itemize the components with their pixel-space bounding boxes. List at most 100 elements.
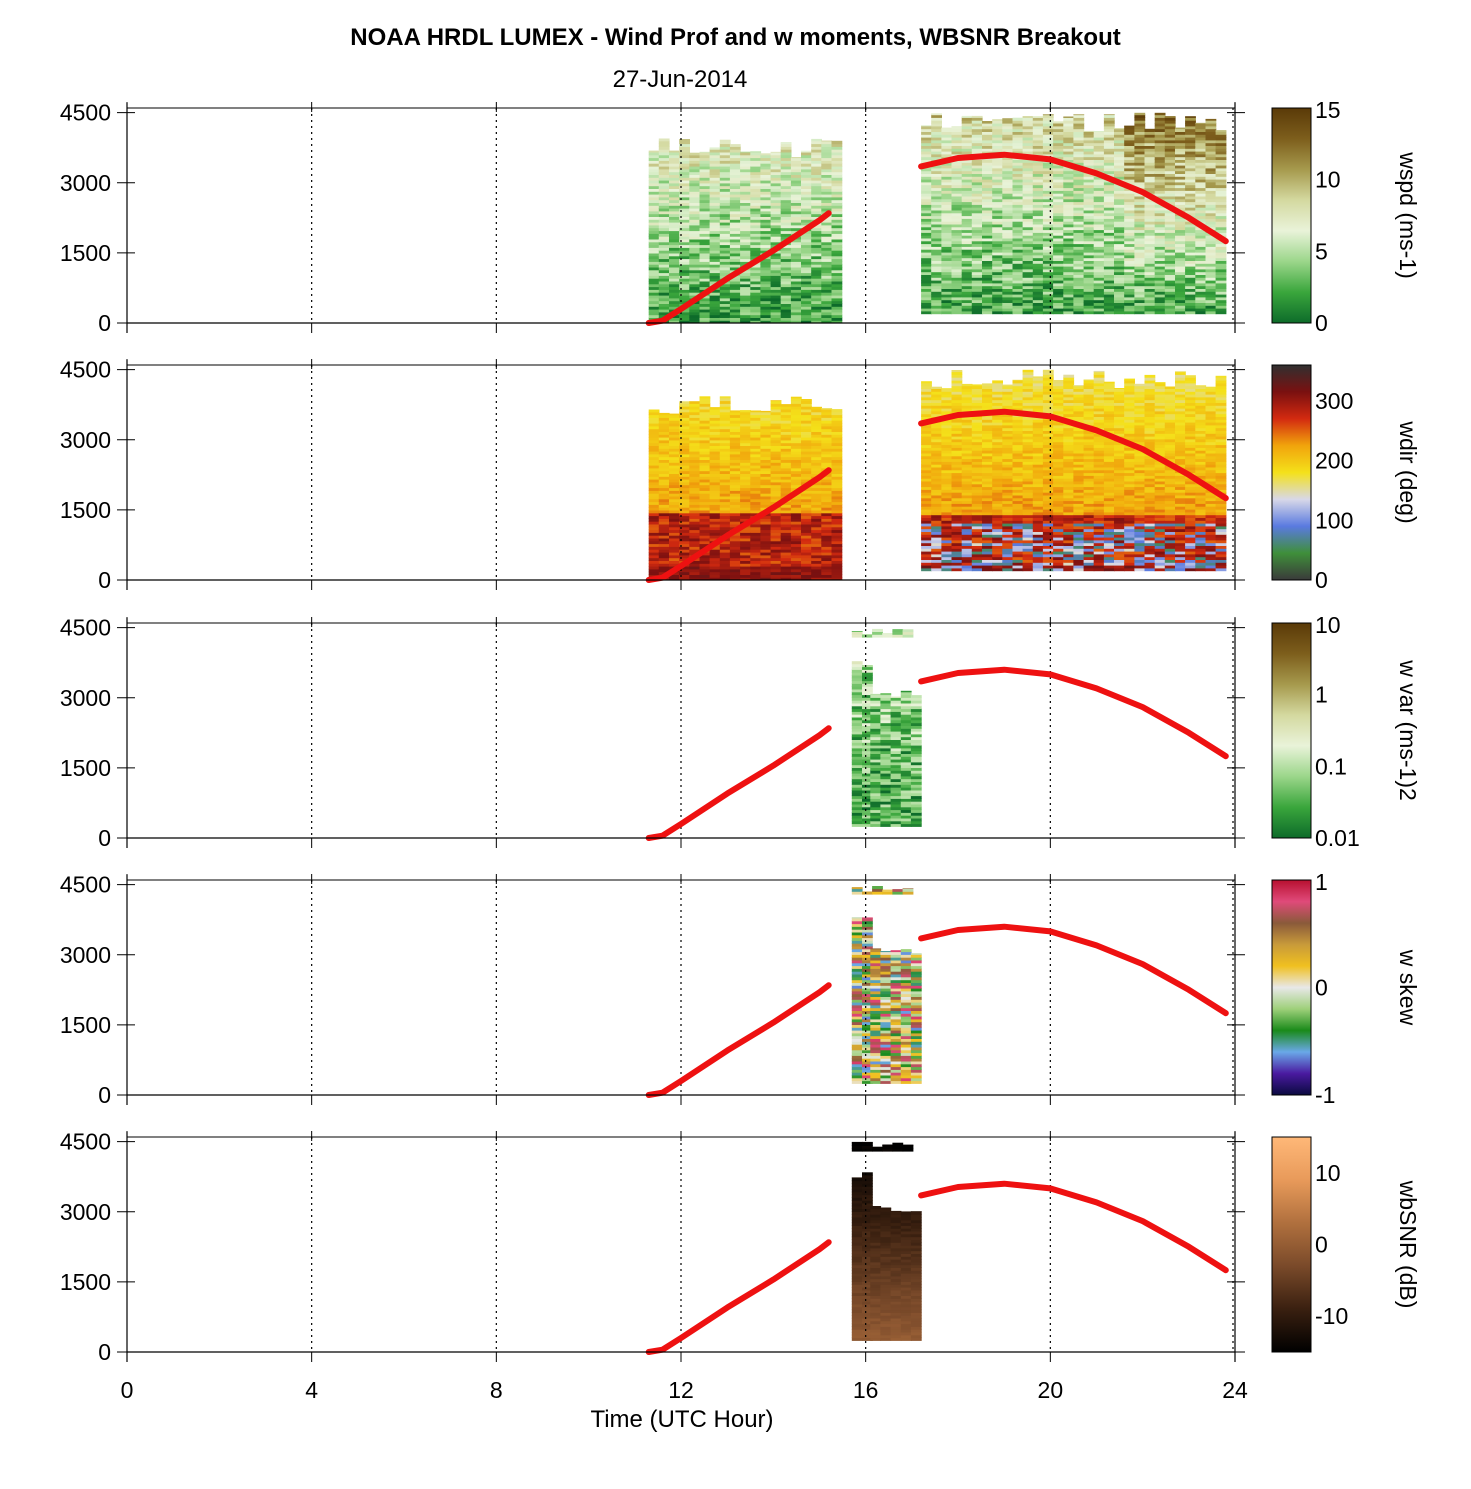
heatmap-cell — [669, 521, 680, 525]
heatmap-cell — [1154, 288, 1166, 292]
heatmap-cell — [709, 504, 721, 508]
heatmap-cell — [1134, 308, 1146, 312]
heatmap-cell — [831, 241, 843, 246]
heatmap-cell — [780, 481, 792, 486]
heatmap-cell — [770, 560, 782, 564]
heatmap-cell — [941, 176, 953, 180]
heatmap-cell — [790, 509, 802, 514]
heatmap-cell — [921, 553, 932, 558]
heatmap-cell — [931, 430, 942, 434]
heatmap-cell — [1154, 184, 1166, 189]
heatmap-cell — [1083, 148, 1095, 152]
heatmap-cell — [1114, 310, 1125, 315]
heatmap-cell — [658, 568, 670, 573]
heatmap-cell — [1053, 277, 1064, 281]
heatmap-cell — [1195, 237, 1207, 242]
heatmap-cell — [931, 523, 942, 527]
heatmap-cell — [961, 497, 973, 502]
heatmap-cell — [811, 417, 822, 421]
heatmap-cell — [750, 512, 762, 517]
heatmap-cell — [1144, 184, 1156, 189]
heatmap-cell — [719, 554, 731, 559]
heatmap-cell — [679, 523, 690, 528]
heatmap-cell — [699, 194, 711, 198]
heatmap-cell — [699, 577, 711, 580]
heatmap-cell — [658, 138, 670, 142]
heatmap-cell — [1134, 229, 1146, 233]
heatmap-cell — [951, 184, 963, 189]
heatmap-cell — [780, 309, 792, 313]
heatmap-cell — [699, 252, 711, 257]
heatmap-cell — [951, 131, 963, 135]
heatmap-cell — [699, 459, 711, 463]
heatmap-cell — [931, 252, 942, 256]
heatmap-cell — [699, 247, 711, 251]
heatmap-cell — [941, 559, 953, 563]
heatmap-cell — [941, 291, 953, 295]
heatmap-cell — [1154, 179, 1166, 183]
heatmap-cell — [1175, 218, 1186, 222]
heatmap-cell — [669, 150, 680, 153]
heatmap-cell — [1012, 285, 1024, 289]
heatmap-cell — [709, 526, 721, 531]
heatmap-cell — [658, 470, 670, 474]
heatmap-cell — [648, 537, 660, 542]
heatmap-cell — [679, 139, 690, 142]
heatmap-cell — [1103, 134, 1115, 138]
heatmap-cell — [941, 193, 953, 197]
heatmap-cell — [780, 227, 792, 232]
heatmap-cell — [1022, 123, 1034, 127]
heatmap-cell — [729, 434, 741, 438]
heatmap-cell — [1124, 142, 1135, 146]
heatmap-cell — [1073, 159, 1085, 163]
heatmap-cell — [1114, 243, 1125, 247]
heatmap-cell — [1032, 165, 1044, 169]
heatmap-cell — [801, 309, 812, 313]
heatmap-cell — [699, 425, 711, 430]
heatmap-cell — [740, 484, 751, 489]
heatmap-cell — [679, 552, 690, 556]
heatmap-cell — [699, 182, 711, 187]
heatmap-cell — [971, 405, 983, 409]
heatmap-cell — [811, 434, 822, 438]
heatmap-cell — [1215, 240, 1227, 245]
heatmap-cell — [961, 458, 973, 462]
heatmap-cell — [971, 209, 983, 214]
heatmap-cell — [1042, 260, 1054, 264]
heatmap-cell — [1185, 254, 1196, 259]
heatmap-cell — [811, 484, 822, 489]
heatmap-cell — [750, 233, 762, 237]
heatmap-cell — [921, 531, 932, 535]
heatmap-cell — [648, 437, 660, 441]
heatmap-cell — [709, 222, 721, 226]
heatmap-cell — [740, 180, 751, 184]
heatmap-cell — [821, 311, 833, 316]
heatmap-cell — [719, 509, 731, 514]
heatmap-cell — [811, 311, 822, 316]
heatmap-cell — [941, 447, 953, 451]
heatmap-cell — [760, 535, 772, 539]
heatmap-cell — [982, 565, 993, 569]
heatmap-cell — [971, 517, 983, 521]
heatmap-cell — [648, 459, 660, 463]
heatmap-cell — [770, 546, 782, 550]
heatmap-cell — [719, 493, 731, 497]
heatmap-cell — [1103, 137, 1115, 141]
heatmap-cell — [679, 151, 690, 156]
heatmap-cell — [821, 448, 833, 452]
heatmap-cell — [770, 490, 782, 494]
heatmap-cell — [1053, 282, 1064, 287]
heatmap-cell — [1073, 114, 1085, 116]
heatmap-cell — [780, 423, 792, 427]
heatmap-cell — [941, 511, 953, 516]
heatmap-cell — [931, 520, 942, 524]
heatmap-cell — [1083, 139, 1095, 144]
heatmap-cell — [669, 456, 680, 460]
heatmap-cell — [760, 448, 772, 452]
heatmap-cell — [982, 181, 993, 186]
heatmap-cell — [689, 213, 701, 217]
heatmap-cell — [1175, 167, 1186, 172]
heatmap-cell — [1195, 249, 1207, 253]
heatmap-cell — [982, 308, 993, 312]
